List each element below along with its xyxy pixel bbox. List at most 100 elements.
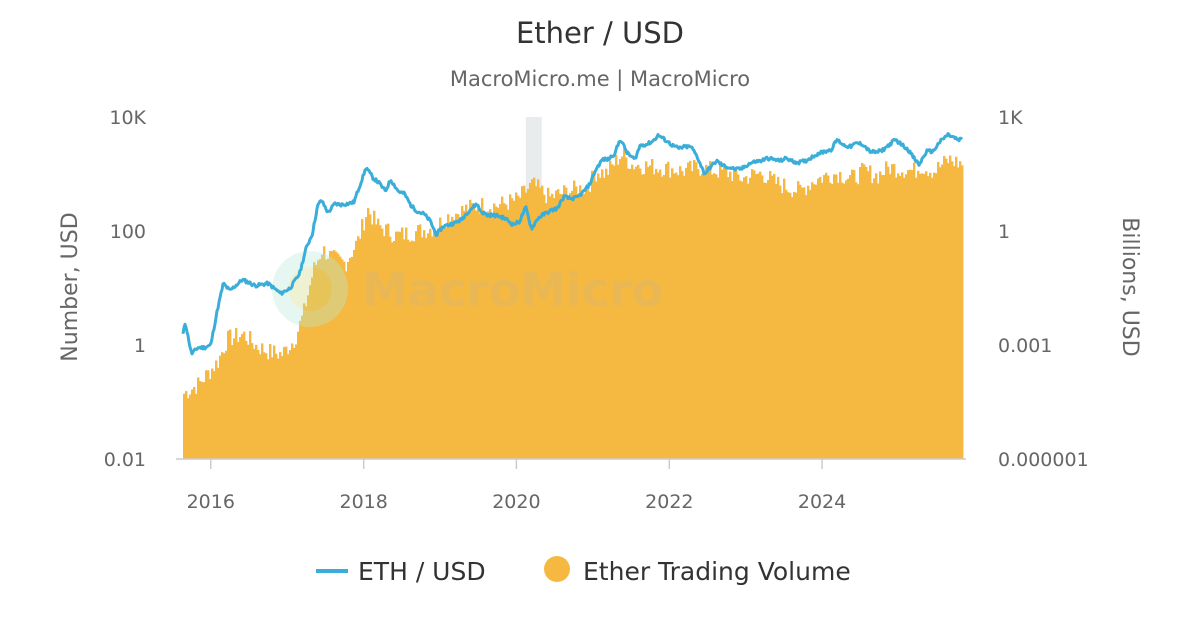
volume-bar bbox=[533, 177, 536, 460]
volume-bar bbox=[619, 159, 622, 459]
volume-bar bbox=[917, 170, 920, 459]
volume-bar bbox=[931, 177, 934, 459]
volume-bar bbox=[521, 186, 524, 459]
volume-bar bbox=[485, 213, 488, 459]
volume-bar bbox=[639, 168, 642, 459]
volume-bar bbox=[569, 193, 572, 459]
volume-bar bbox=[665, 163, 668, 460]
volume-bar bbox=[323, 246, 326, 459]
volume-bar bbox=[887, 166, 890, 460]
volume-bar bbox=[551, 193, 554, 460]
volume-bar bbox=[403, 239, 406, 459]
volume-bar bbox=[679, 166, 682, 459]
volume-bar bbox=[693, 159, 696, 459]
volume-bar bbox=[515, 192, 518, 459]
volume-bar bbox=[441, 228, 444, 459]
volume-bar bbox=[257, 349, 260, 459]
volume-bar bbox=[453, 221, 456, 459]
volume-bar bbox=[953, 166, 956, 460]
volume-bar bbox=[545, 203, 548, 459]
volume-bar bbox=[431, 236, 434, 459]
volume-bar bbox=[791, 197, 794, 459]
volume-bar bbox=[657, 172, 660, 459]
volume-bar bbox=[491, 214, 494, 459]
volume-bar bbox=[221, 352, 224, 459]
volume-bar bbox=[845, 180, 848, 459]
x-tick-label: 2022 bbox=[645, 491, 693, 513]
volume-bar bbox=[759, 171, 762, 459]
volume-bar bbox=[279, 352, 282, 459]
volume-bar bbox=[615, 154, 618, 459]
volume-bar bbox=[203, 382, 206, 459]
volume-bar bbox=[523, 185, 526, 460]
volume-bar bbox=[837, 182, 840, 459]
volume-bar bbox=[195, 393, 198, 459]
volume-bar bbox=[671, 168, 674, 459]
volume-bar bbox=[251, 343, 254, 459]
volume-bar bbox=[549, 196, 552, 459]
legend-item-volume[interactable]: Ether Trading Volume bbox=[544, 556, 851, 586]
volume-bar bbox=[921, 173, 924, 459]
volume-bar bbox=[573, 180, 576, 459]
volume-bar bbox=[855, 182, 858, 459]
x-tick-label: 2016 bbox=[187, 491, 235, 513]
volume-bar bbox=[587, 189, 590, 459]
volume-bar bbox=[309, 285, 312, 459]
volume-bar bbox=[473, 204, 476, 459]
volume-bar bbox=[589, 192, 592, 459]
watermark-text: MacroMicro bbox=[362, 263, 663, 317]
volume-bar bbox=[653, 174, 656, 459]
volume-bar bbox=[789, 192, 792, 460]
volume-bar bbox=[191, 389, 194, 459]
volume-bar bbox=[349, 257, 352, 459]
volume-bar bbox=[651, 158, 654, 459]
volume-bar bbox=[415, 231, 418, 459]
volume-bar bbox=[543, 194, 546, 459]
volume-bar bbox=[597, 173, 600, 460]
volume-bar bbox=[333, 250, 336, 459]
volume-bar bbox=[761, 175, 764, 460]
volume-bar bbox=[925, 171, 928, 459]
volume-bar bbox=[377, 218, 380, 459]
volume-bar bbox=[603, 177, 606, 459]
volume-bar bbox=[357, 236, 360, 459]
volume-bar bbox=[865, 167, 868, 460]
volume-bar bbox=[327, 258, 330, 459]
volume-bar bbox=[451, 216, 454, 459]
volume-bar bbox=[401, 227, 404, 459]
volume-bar bbox=[531, 179, 534, 460]
volume-bar bbox=[853, 170, 856, 460]
volume-bar bbox=[713, 173, 716, 459]
legend-item-price[interactable]: ETH / USD bbox=[316, 557, 486, 586]
volume-bar bbox=[717, 177, 720, 459]
watermark-logo-icon bbox=[272, 251, 348, 327]
volume-bar bbox=[895, 177, 898, 459]
volume-bar bbox=[467, 211, 470, 459]
volume-bar bbox=[859, 167, 862, 459]
volume-bar bbox=[331, 251, 334, 459]
volume-bar bbox=[727, 177, 730, 459]
volume-bar bbox=[901, 172, 904, 459]
volume-bar bbox=[369, 214, 372, 459]
volume-bar bbox=[413, 241, 416, 459]
chart-subtitle: MacroMicro.me | MacroMicro bbox=[450, 67, 750, 92]
volume-bar bbox=[645, 161, 648, 459]
volume-bar bbox=[539, 187, 542, 459]
volume-bar bbox=[775, 183, 778, 459]
y-left-ticks: 0.01 1 100 10K bbox=[104, 107, 147, 471]
volume-bar bbox=[641, 174, 644, 459]
volume-bar bbox=[399, 231, 402, 459]
volume-bar bbox=[681, 171, 684, 459]
volume-bar bbox=[715, 174, 718, 459]
volume-bar bbox=[811, 182, 814, 459]
volume-bar bbox=[249, 331, 252, 459]
volume-bar bbox=[911, 170, 914, 460]
volume-bar bbox=[507, 209, 510, 459]
volume-bar bbox=[525, 192, 528, 460]
volume-bar bbox=[915, 177, 918, 459]
volume-bar bbox=[621, 156, 624, 459]
volume-bar bbox=[501, 196, 504, 459]
volume-bar bbox=[677, 175, 680, 459]
volume-bar bbox=[669, 177, 672, 459]
volume-bar bbox=[839, 171, 842, 459]
